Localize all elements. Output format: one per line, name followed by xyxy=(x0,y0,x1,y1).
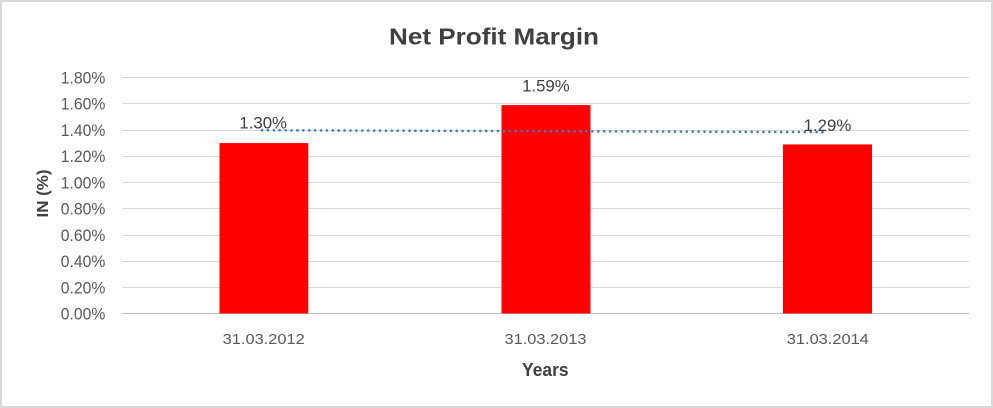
svg-text:1.59%: 1.59% xyxy=(522,78,570,96)
svg-text:1.30%: 1.30% xyxy=(239,114,287,132)
svg-text:0.20%: 0.20% xyxy=(61,279,106,297)
svg-text:Years: Years xyxy=(522,359,569,380)
svg-text:31.03.2013: 31.03.2013 xyxy=(505,331,587,348)
svg-text:0.80%: 0.80% xyxy=(61,201,106,219)
svg-text:1.29%: 1.29% xyxy=(804,117,852,135)
svg-text:31.03.2014: 31.03.2014 xyxy=(787,331,869,348)
svg-text:0.40%: 0.40% xyxy=(61,253,106,271)
svg-text:IN (%): IN (%) xyxy=(35,170,52,218)
svg-text:Net Profit Margin: Net Profit Margin xyxy=(389,24,599,50)
svg-text:1.20%: 1.20% xyxy=(61,148,106,166)
svg-text:0.00%: 0.00% xyxy=(61,306,106,324)
svg-text:1.40%: 1.40% xyxy=(61,122,106,140)
svg-text:31.03.2012: 31.03.2012 xyxy=(223,331,305,348)
svg-text:1.00%: 1.00% xyxy=(61,174,106,192)
svg-text:0.60%: 0.60% xyxy=(61,227,106,245)
svg-text:1.80%: 1.80% xyxy=(61,70,106,88)
svg-text:1.60%: 1.60% xyxy=(61,96,106,114)
